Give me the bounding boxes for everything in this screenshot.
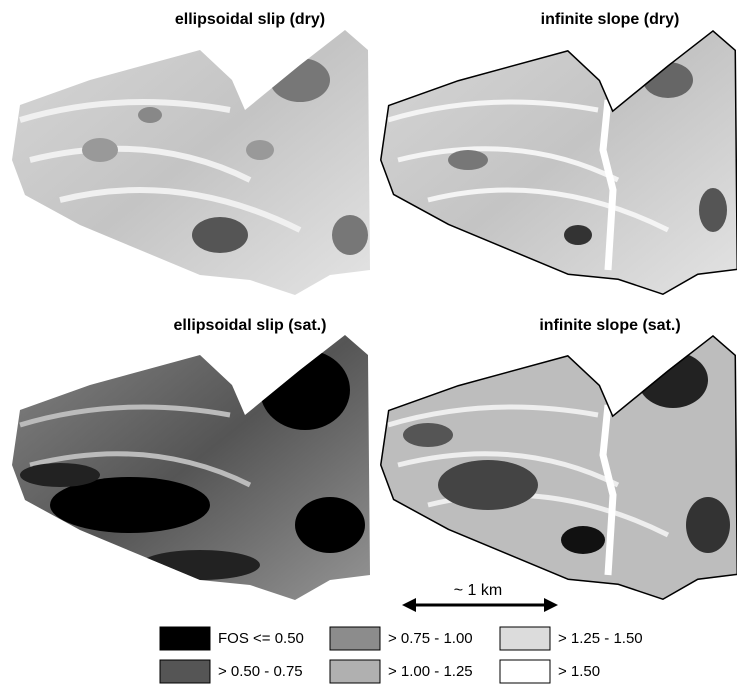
legend-label: > 1.25 - 1.50	[558, 630, 643, 647]
legend-swatch	[500, 660, 550, 683]
legend-swatch	[160, 627, 210, 650]
terrain-map	[368, 10, 737, 310]
legend-label: > 1.50	[558, 663, 600, 680]
panel-title: infinite slope (dry)	[541, 11, 680, 28]
legend-label: > 1.00 - 1.25	[388, 663, 473, 680]
panel-title: ellipsoidal slip (sat.)	[174, 317, 327, 334]
scale-label: ~ 1 km	[454, 582, 502, 599]
legend-swatch	[500, 627, 550, 650]
terrain-map	[368, 315, 737, 615]
legend-swatch	[160, 660, 210, 683]
terrain-map	[0, 315, 380, 615]
legend-swatch	[330, 627, 380, 650]
figure: ellipsoidal slip (dry) infinite slope (d…	[0, 0, 737, 689]
scale-bar: ~ 1 km	[402, 582, 558, 612]
legend-label: FOS <= 0.50	[218, 630, 304, 647]
legend-swatch	[330, 660, 380, 683]
legend-label: > 0.50 - 0.75	[218, 663, 303, 680]
legend: FOS <= 0.50 > 0.50 - 0.75 > 0.75 - 1.00 > 1…	[160, 627, 643, 683]
panel-title: infinite slope (sat.)	[539, 317, 680, 334]
panel-title: ellipsoidal slip (dry)	[175, 11, 325, 28]
terrain-map	[0, 10, 380, 310]
legend-label: > 0.75 - 1.00	[388, 630, 473, 647]
